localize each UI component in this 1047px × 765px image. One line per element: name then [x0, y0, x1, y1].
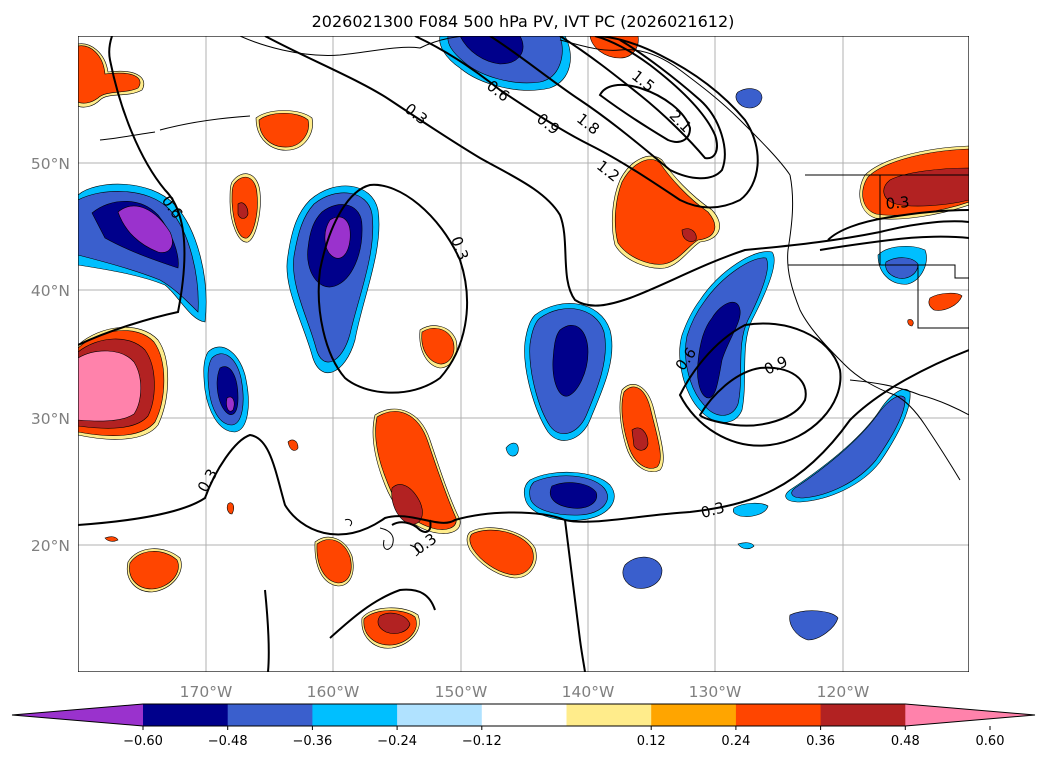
- contour-label: 0.3: [699, 498, 727, 522]
- colorbar-ticks: −0.60 −0.48 −0.36 −0.24 −0.12 0.12 0.24 0.36 0.4…: [123, 726, 1004, 749]
- colorbar: −0.60 −0.48 −0.36 −0.24 −0.12 0.12 0.24 0.36 0.4…: [11, 703, 1036, 749]
- colorbar-tick-label: 0.12: [637, 734, 666, 749]
- lon-label: 170°W: [180, 683, 233, 701]
- longitude-labels: 170°W 160°W 150°W 140°W 130°W 120°W: [180, 683, 870, 701]
- colorbar-segment: [143, 704, 229, 726]
- colorbar-tick-label: −0.48: [208, 734, 248, 749]
- colorbar-segment: [481, 704, 567, 726]
- colorbar-segments: [11, 703, 1036, 727]
- colorbar-tick-label: 0.24: [721, 734, 750, 749]
- lat-label: 40°N: [31, 282, 70, 300]
- colorbar-extend-min: [12, 704, 143, 726]
- colorbar-tick-label: −0.60: [123, 734, 163, 749]
- colorbar-segment: [227, 704, 313, 726]
- pv-contours: [78, 36, 969, 672]
- lat-label: 50°N: [31, 155, 70, 173]
- colorbar-tick-label: −0.12: [462, 734, 502, 749]
- lon-label: 150°W: [435, 683, 488, 701]
- lat-label: 20°N: [31, 537, 70, 555]
- positive-anomalies: [78, 36, 969, 649]
- colorbar-segment: [397, 704, 483, 726]
- colorbar-segment: [566, 704, 652, 726]
- figure-title: 2026021300 F084 500 hPa PV, IVT PC (2026…: [312, 12, 735, 31]
- colorbar-extend-max: [905, 704, 1035, 726]
- lon-label: 140°W: [562, 683, 615, 701]
- contour-label: 0.3: [885, 193, 910, 213]
- colorbar-segment: [820, 704, 906, 726]
- colorbar-segment: [651, 704, 737, 726]
- colorbar-segment: [312, 704, 398, 726]
- coastlines: [99, 36, 969, 557]
- colorbar-tick-label: −0.36: [292, 734, 332, 749]
- map-panel: 0.3 0.6 0.9 1.2 1.5 1.8 2.1 0.6 0.3 0.6 …: [78, 36, 969, 672]
- lon-label: 120°W: [817, 683, 870, 701]
- colorbar-tick-label: −0.24: [377, 734, 417, 749]
- colorbar-segment: [735, 704, 822, 726]
- colorbar-tick-label: 0.60: [976, 734, 1005, 749]
- lat-label: 30°N: [31, 410, 70, 428]
- neg-blob-small-1: [622, 556, 663, 589]
- neg-blob-small-2: [789, 610, 839, 641]
- lon-label: 160°W: [307, 683, 360, 701]
- lon-label: 130°W: [689, 683, 742, 701]
- colorbar-tick-label: 0.48: [891, 734, 920, 749]
- latitude-labels: 50°N 40°N 30°N 20°N: [31, 155, 70, 555]
- colorbar-tick-label: 0.36: [806, 734, 835, 749]
- negative-anomalies: [78, 36, 927, 641]
